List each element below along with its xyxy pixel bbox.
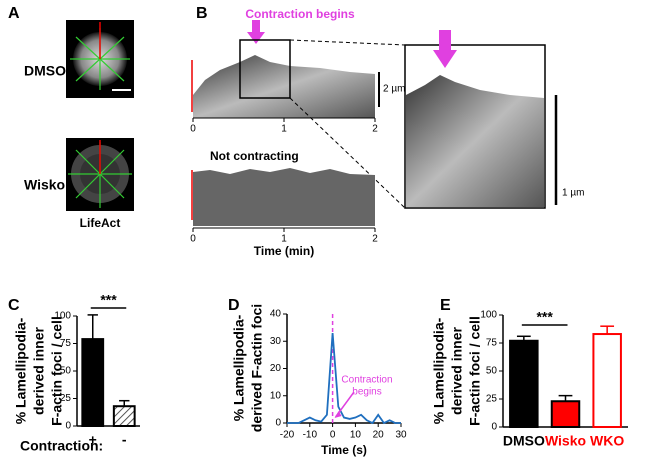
- y-tick-label: 40: [270, 309, 282, 320]
- x-tick-label: 2: [372, 124, 378, 135]
- bar: [592, 333, 622, 429]
- y-axis-label: % Lamellipodia-: [231, 314, 247, 421]
- panel-label: D: [228, 297, 240, 314]
- x-tick-label: 1: [281, 234, 287, 245]
- row-label: DMSO: [24, 63, 66, 79]
- y-axis-label: % Lamellipodia-: [431, 317, 447, 424]
- y-axis-label: F-actin foci / cell: [467, 316, 483, 426]
- kymograph: [191, 39, 380, 118]
- panel-label: A: [8, 5, 20, 22]
- y-axis-label: derived inner: [31, 326, 47, 414]
- panel-label: C: [8, 297, 20, 314]
- annotation: begins: [352, 387, 381, 398]
- bar: [81, 338, 105, 428]
- x-tick-label: WKO: [590, 433, 624, 449]
- micrograph: [66, 20, 134, 98]
- row-label: Wisko: [24, 177, 65, 193]
- x-tick-label: 0: [330, 430, 336, 441]
- x-tick-label: -20: [280, 430, 295, 441]
- y-axis-label: derived inner: [449, 326, 465, 414]
- panel-label: B: [196, 5, 208, 22]
- y-tick-label: 10: [270, 390, 282, 401]
- y-tick-label: 50: [486, 366, 498, 377]
- y-tick-label: 100: [54, 311, 71, 322]
- x-tick-label: 0: [190, 234, 196, 245]
- x-tick-label: -: [122, 432, 127, 448]
- y-tick-label: 0: [275, 418, 281, 429]
- y-tick-label: 20: [270, 363, 282, 374]
- y-tick-label: 75: [486, 338, 498, 349]
- x-tick-label: DMSO: [503, 433, 545, 449]
- y-tick-label: 50: [60, 366, 72, 377]
- significance: ***: [100, 292, 117, 308]
- y-axis-label: % Lamellipodia-: [13, 317, 29, 424]
- scale-bar-label: 2 µm: [383, 84, 405, 95]
- arrow: [247, 20, 265, 44]
- bar: [112, 405, 136, 428]
- y-tick-label: 100: [480, 310, 497, 321]
- panel-label: E: [440, 297, 451, 314]
- x-axis-label: Time (min): [254, 244, 314, 258]
- x-axis-label: Time (s): [321, 443, 367, 457]
- annotation: Not contracting: [210, 149, 299, 163]
- zoom-image: [404, 30, 558, 209]
- micrograph: [66, 138, 134, 211]
- y-axis-label: derived F-actin foci: [249, 304, 265, 432]
- zoom-lines: [289, 39, 406, 209]
- y-tick-label: 0: [491, 422, 497, 433]
- annotation: Contraction begins: [245, 7, 355, 21]
- x-tick-label: -10: [303, 430, 318, 441]
- x-tick-label: Wisko: [545, 433, 586, 449]
- annotation-arrowhead: [334, 411, 342, 418]
- x-tick-label: 30: [395, 430, 407, 441]
- x-tick-label: 0: [190, 124, 196, 135]
- x-tick-label: +: [89, 432, 97, 448]
- y-axis-label: F-actin foci / cell: [49, 316, 65, 426]
- annotation: Contraction: [341, 375, 392, 386]
- significance: ***: [536, 309, 553, 325]
- x-tick-label: 20: [373, 430, 385, 441]
- x-axis-label: Contraction:: [20, 438, 103, 454]
- scale-bar-label: 1 µm: [562, 188, 584, 199]
- line: [287, 333, 401, 425]
- caption: LifeAct: [80, 216, 121, 230]
- kymograph: [191, 168, 375, 226]
- x-tick-label: 2: [372, 234, 378, 245]
- y-tick-label: 25: [60, 393, 72, 404]
- x-tick-label: 10: [350, 430, 362, 441]
- bar: [550, 400, 581, 428]
- y-tick-label: 0: [65, 421, 71, 432]
- y-tick-label: 25: [486, 394, 498, 405]
- y-tick-label: 30: [270, 336, 282, 347]
- bar: [509, 339, 539, 429]
- y-tick-label: 75: [60, 338, 72, 349]
- x-tick-label: 1: [281, 124, 287, 135]
